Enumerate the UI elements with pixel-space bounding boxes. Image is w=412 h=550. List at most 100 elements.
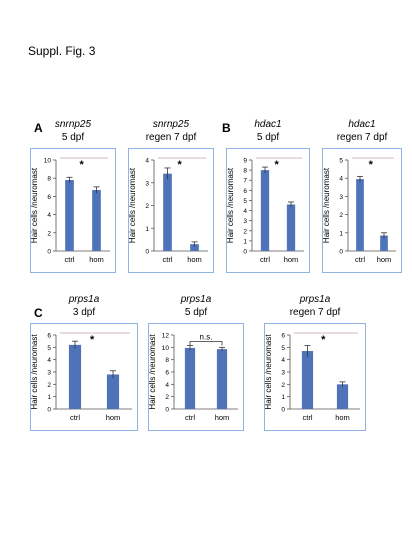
bar-ctrl — [301, 351, 314, 409]
y-tick-label: 8 — [165, 357, 169, 364]
y-tick-label: 4 — [145, 158, 149, 165]
x-tick-label: hom — [89, 255, 104, 264]
chart-frame — [30, 148, 116, 273]
x-tick-label: ctrl — [303, 413, 313, 422]
y-tick-label: 4 — [47, 357, 51, 364]
bar-ctrl — [356, 179, 364, 251]
y-tick-label: 6 — [47, 194, 51, 201]
y-tick-label: 2 — [47, 230, 51, 237]
chart-frame — [226, 148, 310, 273]
bar-ctrl — [184, 347, 196, 409]
chart-5: prps1a 3 dpf Hair cells /neuromast 0 1 2 3 4 5 6 c… — [30, 293, 138, 431]
chart-title: hdac1 5 dpf — [226, 118, 310, 144]
chart-stage-label: 3 dpf — [72, 307, 96, 318]
y-axis-label: Hair cells /neuromast — [30, 167, 39, 243]
chart-svg: Hair cells /neuromast 0 1 2 3 4 5 6 7 8 9 ctrl hom * — [226, 148, 310, 273]
y-tick-label: 5 — [281, 345, 285, 352]
panel-letter-c: C — [34, 306, 43, 320]
y-tick-label: 0 — [281, 407, 285, 414]
bar-hom — [106, 374, 120, 409]
y-axis-label: Hair cells /neuromast — [264, 334, 273, 410]
y-tick-label: 0 — [145, 249, 149, 256]
chart-gene-label: prps1a — [68, 294, 100, 305]
chart-svg: Hair cells /neuromast 0 1 2 3 4 5 6 ctrl hom * — [30, 323, 138, 431]
y-tick-label: 2 — [47, 382, 51, 389]
chart-4: hdac1 regen 7 dpf Hair cells /neuromast 0 1 2… — [322, 118, 402, 273]
y-tick-label: 6 — [243, 188, 247, 195]
y-tick-label: 2 — [145, 203, 149, 210]
bar-ctrl — [163, 173, 172, 251]
chart-title: prps1a regen 7 dpf — [264, 293, 366, 319]
significance-label: * — [178, 159, 183, 171]
chart-stage-label: regen 7 dpf — [336, 132, 388, 143]
y-tick-label: 3 — [145, 180, 149, 187]
chart-svg: Hair cells /neuromast 0 1 2 3 4 5 6 ctrl hom * — [264, 323, 366, 431]
chart-3: hdac1 5 dpf Hair cells /neuromast 0 1 2 3 4 5 6 7 8… — [226, 118, 310, 273]
y-axis-label: Hair cells /neuromast — [128, 167, 137, 243]
y-tick-label: 0 — [47, 407, 51, 414]
bar-hom — [380, 235, 388, 251]
y-tick-label: 1 — [243, 238, 247, 245]
chart-stage-label: 5 dpf — [61, 132, 85, 143]
chart-title: prps1a 5 dpf — [148, 293, 244, 319]
x-tick-label: hom — [284, 255, 299, 264]
x-tick-label: hom — [187, 255, 202, 264]
y-tick-label: 8 — [47, 176, 51, 183]
y-tick-label: 5 — [243, 198, 247, 205]
y-tick-label: 1 — [339, 230, 343, 237]
chart-frame — [264, 323, 366, 431]
y-tick-label: 1 — [281, 394, 285, 401]
y-tick-label: 3 — [339, 194, 343, 201]
bar-ctrl — [68, 344, 82, 409]
bar-ctrl — [260, 170, 270, 251]
chart-stage-label: 5 dpf — [184, 307, 208, 318]
bar-ctrl — [65, 180, 74, 251]
bar-hom — [190, 244, 199, 251]
chart-svg: Hair cells /neuromast 0 1 2 3 4 5 ctrl hom * — [322, 148, 402, 273]
chart-1: snrnp25 5 dpf Hair cells /neuromast 0 2 4 6 8 10… — [30, 118, 116, 273]
chart-svg: Hair cells /neuromast 0 2 4 6 8 10 12 ctrl hom n.s… — [148, 323, 244, 431]
y-tick-label: 5 — [339, 158, 343, 165]
y-tick-label: 6 — [47, 333, 51, 340]
x-tick-label: hom — [106, 413, 121, 422]
chart-frame — [148, 323, 244, 431]
significance-label: * — [90, 334, 95, 346]
bar-hom — [216, 349, 228, 409]
x-tick-label: ctrl — [185, 413, 195, 422]
y-tick-label: 1 — [145, 226, 149, 233]
chart-stage-label: 5 dpf — [256, 132, 280, 143]
chart-gene-label: hdac1 — [254, 119, 282, 130]
y-tick-label: 1 — [47, 394, 51, 401]
bar-hom — [92, 190, 101, 251]
chart-title: snrnp25 5 dpf — [30, 118, 116, 144]
chart-gene-label: hdac1 — [348, 119, 376, 130]
chart-title: hdac1 regen 7 dpf — [322, 118, 402, 144]
chart-gene-label: prps1a — [299, 294, 331, 305]
panel-letter-b: B — [222, 121, 231, 135]
x-tick-label: ctrl — [260, 255, 270, 264]
y-tick-label: 7 — [243, 178, 247, 185]
y-tick-label: 8 — [243, 168, 247, 175]
chart-7: prps1a regen 7 dpf Hair cells /neuromast 0 1… — [264, 293, 366, 431]
y-tick-label: 0 — [243, 249, 247, 256]
y-tick-label: 4 — [47, 212, 51, 219]
y-tick-label: 4 — [281, 357, 285, 364]
y-tick-label: 4 — [165, 382, 169, 389]
y-tick-label: 0 — [339, 249, 343, 256]
chart-gene-label: snrnp25 — [152, 119, 190, 130]
chart-svg: Hair cells /neuromast 0 2 4 6 8 10 ctrl hom * — [30, 148, 116, 273]
x-tick-label: hom — [215, 413, 230, 422]
significance-label: * — [321, 334, 326, 346]
significance-label: * — [80, 159, 85, 171]
y-axis-label: Hair cells /neuromast — [148, 334, 157, 410]
y-tick-label: 10 — [162, 345, 170, 352]
significance-bracket — [189, 341, 223, 346]
x-tick-label: ctrl — [163, 255, 173, 264]
x-tick-label: ctrl — [65, 255, 75, 264]
chart-frame — [322, 148, 402, 273]
chart-gene-label: prps1a — [180, 294, 212, 305]
chart-frame — [128, 148, 214, 273]
chart-gene-label: snrnp25 — [54, 119, 92, 130]
y-tick-label: 5 — [47, 345, 51, 352]
y-tick-label: 6 — [165, 370, 169, 377]
